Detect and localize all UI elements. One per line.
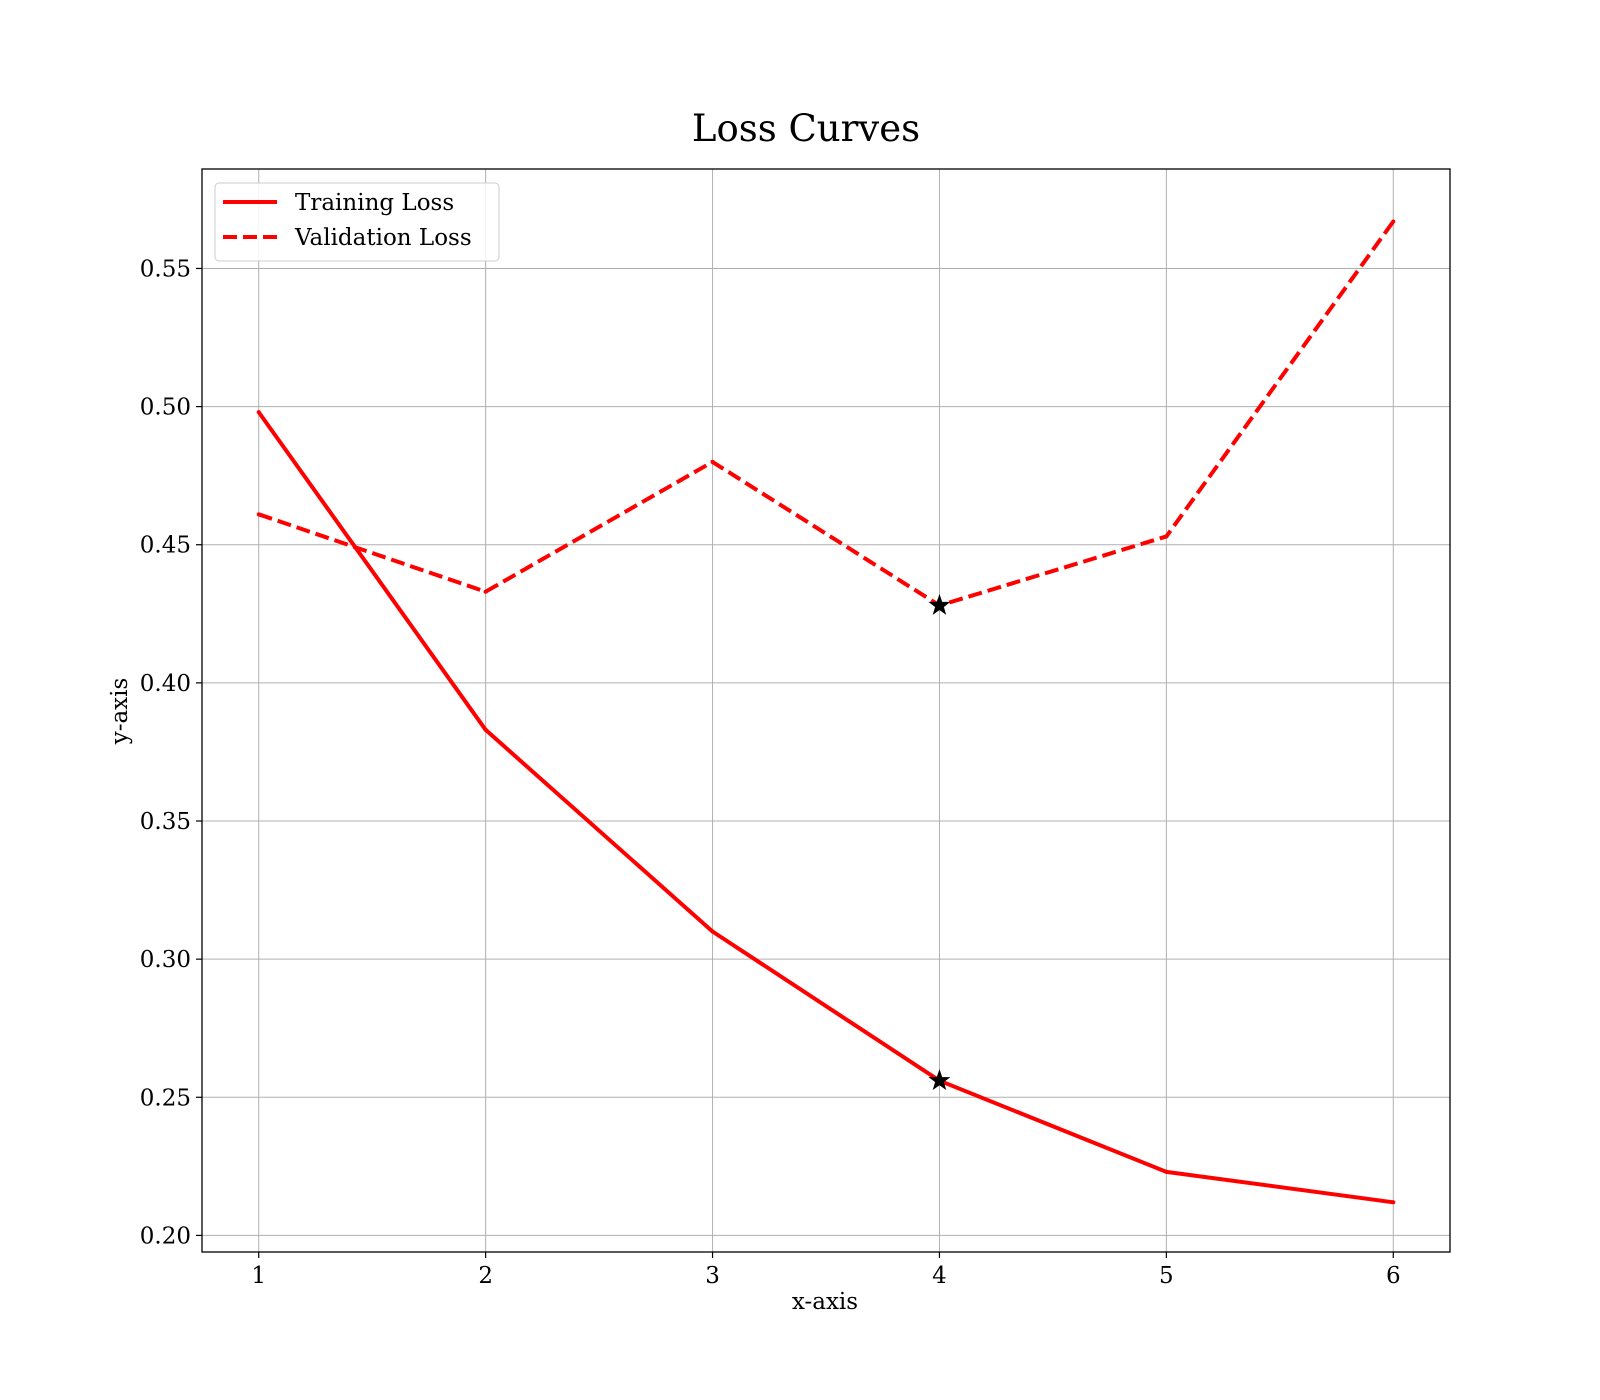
x-tick-label: 2 bbox=[478, 1263, 493, 1289]
y-tick-label: 0.40 bbox=[140, 671, 191, 697]
training-loss-line bbox=[257, 410, 1394, 1205]
x-tick-label: 3 bbox=[705, 1263, 720, 1289]
y-axis-label: y-axis bbox=[107, 678, 133, 746]
y-tick-label: 0.30 bbox=[140, 947, 191, 973]
training-loss-star-marker bbox=[928, 1069, 951, 1091]
legend-box bbox=[214, 182, 500, 262]
y-tick-label: 0.35 bbox=[140, 809, 191, 835]
legend-label-training-loss: Training Loss bbox=[295, 190, 454, 216]
x-tick-label: 1 bbox=[251, 1263, 266, 1289]
training-loss-point bbox=[1391, 1200, 1396, 1205]
legend: Training Loss Validation Loss bbox=[214, 182, 500, 262]
y-tick-label: 0.20 bbox=[140, 1223, 191, 1249]
validation-loss-point bbox=[483, 589, 488, 594]
validation-loss-line bbox=[258, 220, 1395, 608]
x-axis-label: x-axis bbox=[792, 1289, 858, 1315]
validation-loss-point bbox=[1164, 534, 1169, 539]
x-tick-label: 4 bbox=[932, 1263, 947, 1289]
training-loss-point bbox=[256, 410, 261, 415]
chart-title: Loss Curves bbox=[692, 107, 920, 150]
training-loss-point bbox=[1164, 1169, 1169, 1174]
grid bbox=[202, 169, 1450, 1252]
validation-loss-star-marker bbox=[928, 593, 951, 615]
axis-ticks: 1 2 3 4 5 6 0.20 0.25 0.30 0.35 0.40 0.45 0.50 0.55 bbox=[140, 256, 1401, 1289]
y-tick-label: 0.55 bbox=[140, 256, 191, 282]
training-loss-point bbox=[483, 727, 488, 732]
series-markers bbox=[928, 593, 951, 1091]
validation-loss-point bbox=[710, 459, 715, 464]
validation-loss-point bbox=[1391, 219, 1396, 224]
training-loss-point bbox=[710, 929, 715, 934]
y-tick-label: 0.45 bbox=[140, 533, 191, 559]
plot-frame bbox=[201, 168, 1451, 1253]
legend-label-validation-loss: Validation Loss bbox=[294, 225, 472, 251]
validation-loss-point bbox=[256, 512, 261, 517]
y-tick-label: 0.50 bbox=[140, 395, 191, 421]
x-tick-label: 6 bbox=[1386, 1263, 1401, 1289]
x-tick-label: 5 bbox=[1159, 1263, 1174, 1289]
y-tick-label: 0.25 bbox=[140, 1085, 191, 1111]
